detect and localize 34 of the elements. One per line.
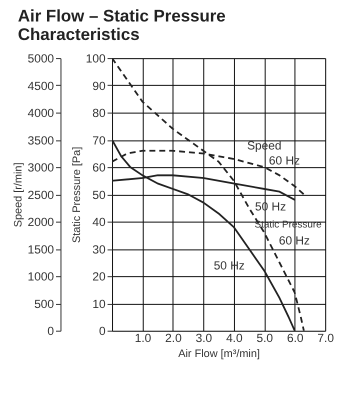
y-tick-label: 20 bbox=[92, 270, 106, 284]
y-tick-label: 30 bbox=[92, 242, 106, 256]
y-tick-label: 40 bbox=[92, 215, 106, 230]
x-tick-label: 4.0 bbox=[226, 331, 243, 346]
y2-tick-label: 0 bbox=[47, 324, 54, 338]
x-axis-title: Air Flow [m³/min] bbox=[178, 348, 260, 360]
y-tick-label: 90 bbox=[92, 78, 106, 93]
y2-tick-label: 5000 bbox=[28, 52, 54, 66]
x-tick-label: 7.0 bbox=[317, 331, 334, 346]
x-tick-label: 5.0 bbox=[256, 331, 274, 346]
annotation: 60 Hz bbox=[278, 234, 310, 248]
x-tick-label: 2.0 bbox=[165, 331, 182, 346]
y2-tick-label: 3000 bbox=[28, 160, 54, 175]
y2-tick-label: 3500 bbox=[28, 133, 54, 148]
y-tick-label: 70 bbox=[92, 133, 106, 148]
y2-tick-label: 500 bbox=[34, 296, 54, 311]
y2-tick-label: 1500 bbox=[28, 242, 54, 256]
y2-tick-label: 1000 bbox=[28, 270, 54, 284]
x-tick-label: 3.0 bbox=[196, 331, 213, 346]
y2-tick-label: 4000 bbox=[28, 106, 54, 120]
y-tick-label: 0 bbox=[98, 324, 106, 338]
y-tick-label: 50 bbox=[92, 188, 106, 202]
y-tick-label: 80 bbox=[92, 106, 106, 120]
y-axis-title: Static Pressure [Pa] bbox=[70, 146, 83, 244]
chart-title: Air Flow – Static Pressure Characteristics bbox=[18, 6, 226, 44]
y-tick-label: 10 bbox=[92, 296, 106, 311]
y2-tick-label: 4500 bbox=[28, 78, 54, 93]
y2-tick-label: 2000 bbox=[28, 215, 54, 230]
x-tick-label: 1.0 bbox=[134, 331, 152, 346]
y-tick-label: 100 bbox=[86, 52, 106, 66]
y-tick-label: 60 bbox=[92, 160, 106, 175]
x-tick-label: 6.0 bbox=[286, 331, 304, 346]
y2-axis-title: Speed [r/min] bbox=[12, 162, 25, 228]
y2-tick-label: 2500 bbox=[28, 188, 54, 202]
